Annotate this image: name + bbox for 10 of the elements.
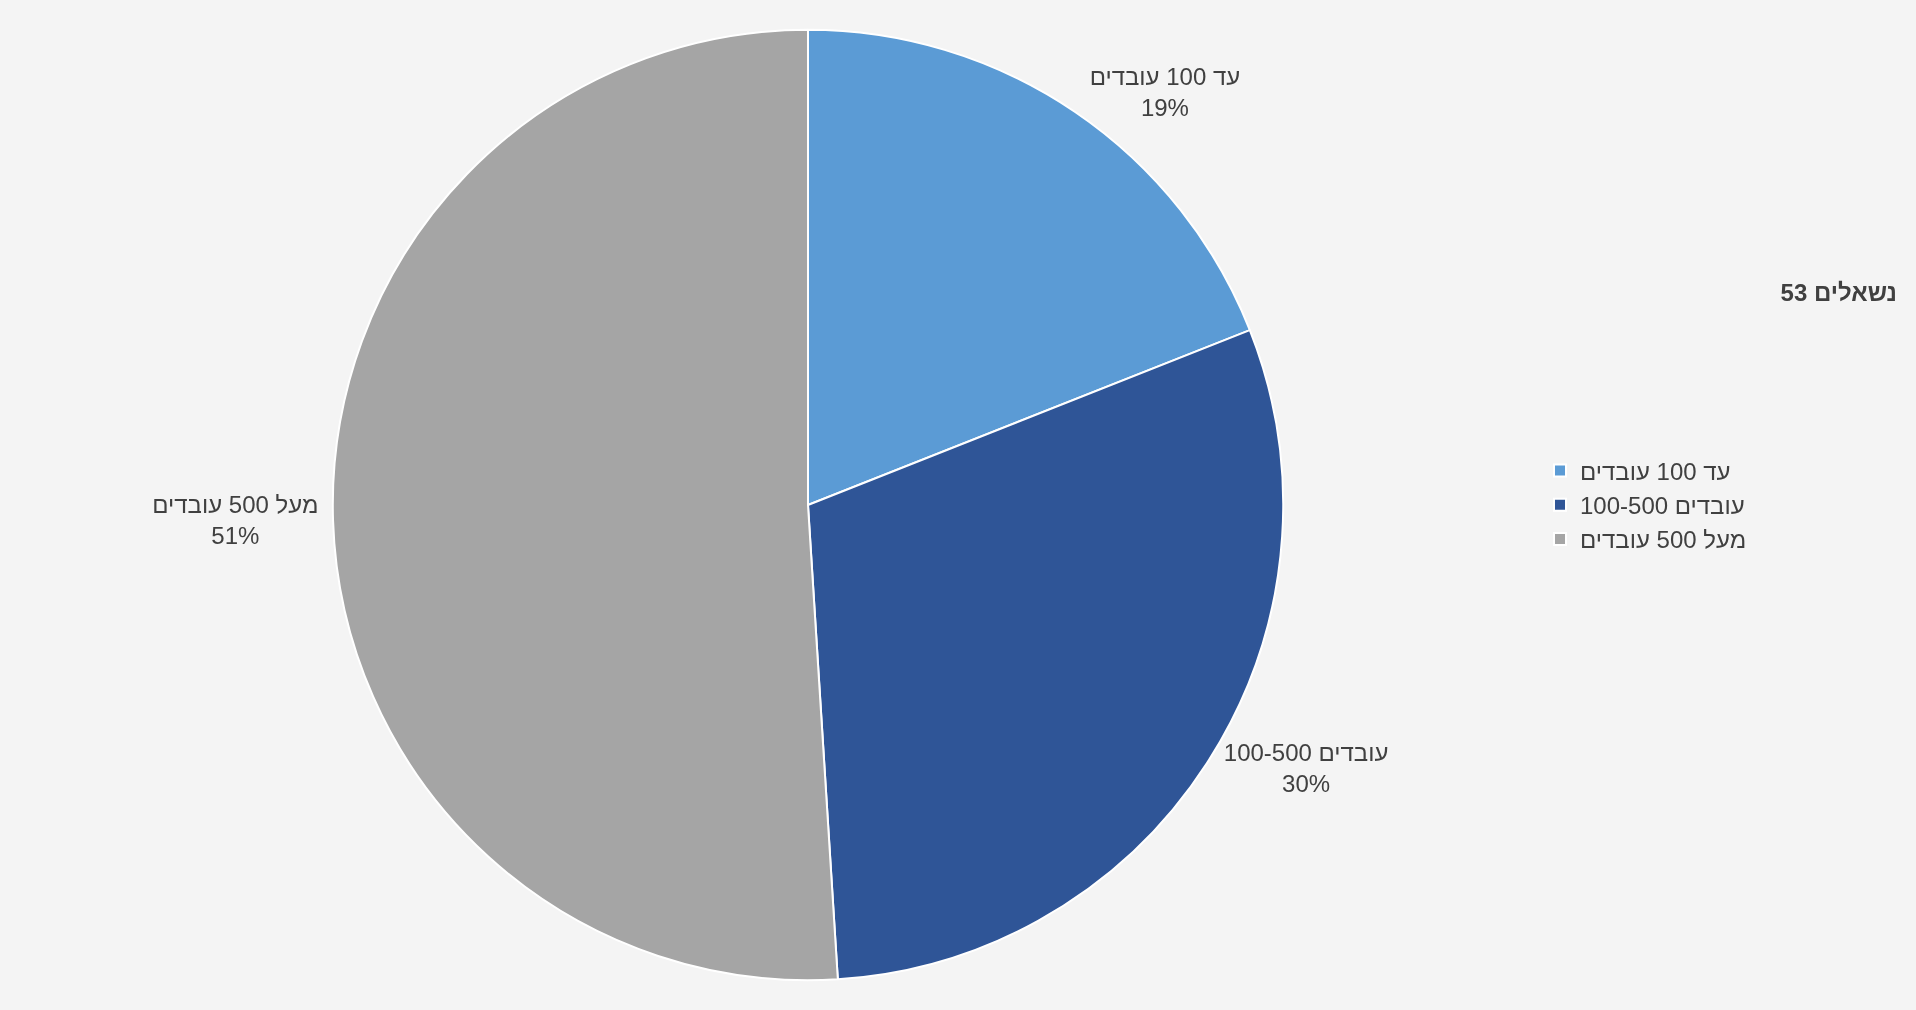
slice-label: 100-500 עובדים: [1223, 738, 1389, 766]
legend-label: עד 100 עובדים: [1580, 457, 1731, 485]
legend-label: 100-500 עובדים: [1580, 492, 1745, 520]
text: 53 נשאלים: [1780, 279, 1897, 307]
legend-label: מעל 500 עובדים: [1580, 526, 1747, 554]
slice-label: מעל 500 עובדים: [152, 490, 319, 518]
data-label: 51%: [211, 522, 260, 550]
data-label: 19%: [1140, 94, 1189, 122]
data-label: 30%: [1282, 770, 1331, 798]
slice-label: עד 100 עובדים: [1089, 62, 1241, 90]
